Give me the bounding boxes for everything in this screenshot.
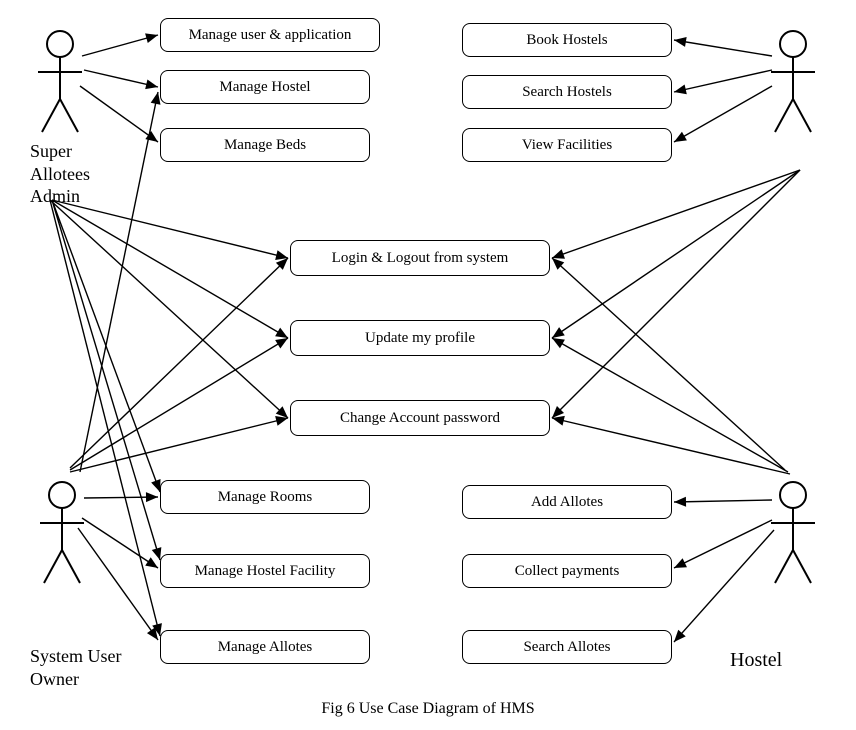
edge [82, 518, 158, 568]
edge [80, 92, 158, 472]
edge [82, 35, 158, 56]
uc-add-allotes: Add Allotes [462, 485, 672, 519]
edge [552, 170, 800, 338]
uc-search-hostels: Search Hostels [462, 75, 672, 109]
uc-manage-hostel: Manage Hostel [160, 70, 370, 104]
uc-search-allotes: Search Allotes [462, 630, 672, 664]
edge [52, 200, 288, 258]
uc-view-facilities: View Facilities [462, 128, 672, 162]
use-case-diagram: Manage user & application Manage Hostel Ma… [0, 0, 856, 730]
uc-manage-allotes: Manage Allotes [160, 630, 370, 664]
edge [84, 70, 158, 87]
actor-superAdmin [38, 31, 82, 132]
actor-super-admin-label: SuperAlloteesAdmin [30, 140, 90, 208]
edge [52, 200, 160, 492]
uc-login: Login & Logout from system [290, 240, 550, 276]
edge [52, 200, 160, 560]
edge [50, 200, 288, 418]
uc-manage-user-app: Manage user & application [160, 18, 380, 52]
uc-password: Change Account password [290, 400, 550, 436]
uc-manage-facility: Manage Hostel Facility [160, 554, 370, 588]
edge [552, 170, 800, 258]
edge [552, 170, 800, 418]
figure-caption: Fig 6 Use Case Diagram of HMS [0, 700, 856, 718]
actor-system-owner-label: System UserOwner [30, 645, 122, 690]
edge [70, 418, 288, 472]
actor-user [771, 31, 815, 132]
uc-collect-pay: Collect payments [462, 554, 672, 588]
edge [50, 200, 160, 636]
edge [70, 258, 288, 468]
edge [674, 86, 772, 142]
edge [552, 418, 790, 474]
edge [84, 497, 158, 498]
edge [674, 500, 772, 502]
uc-book-hostels: Book Hostels [462, 23, 672, 57]
edge [674, 70, 772, 92]
actor-hostel [771, 482, 815, 583]
uc-manage-beds: Manage Beds [160, 128, 370, 162]
uc-update: Update my profile [290, 320, 550, 356]
edge [674, 530, 774, 642]
edge [674, 520, 772, 568]
actor-hostel-label: Hostel [730, 648, 782, 672]
edge [80, 86, 158, 142]
actor-systemOwner [40, 482, 84, 583]
uc-manage-rooms: Manage Rooms [160, 480, 370, 514]
edge [70, 338, 288, 470]
edges-layer [0, 0, 856, 730]
edge [78, 528, 158, 640]
edge [552, 258, 785, 470]
edge [552, 338, 788, 472]
edge [52, 200, 288, 338]
edge [674, 40, 772, 56]
